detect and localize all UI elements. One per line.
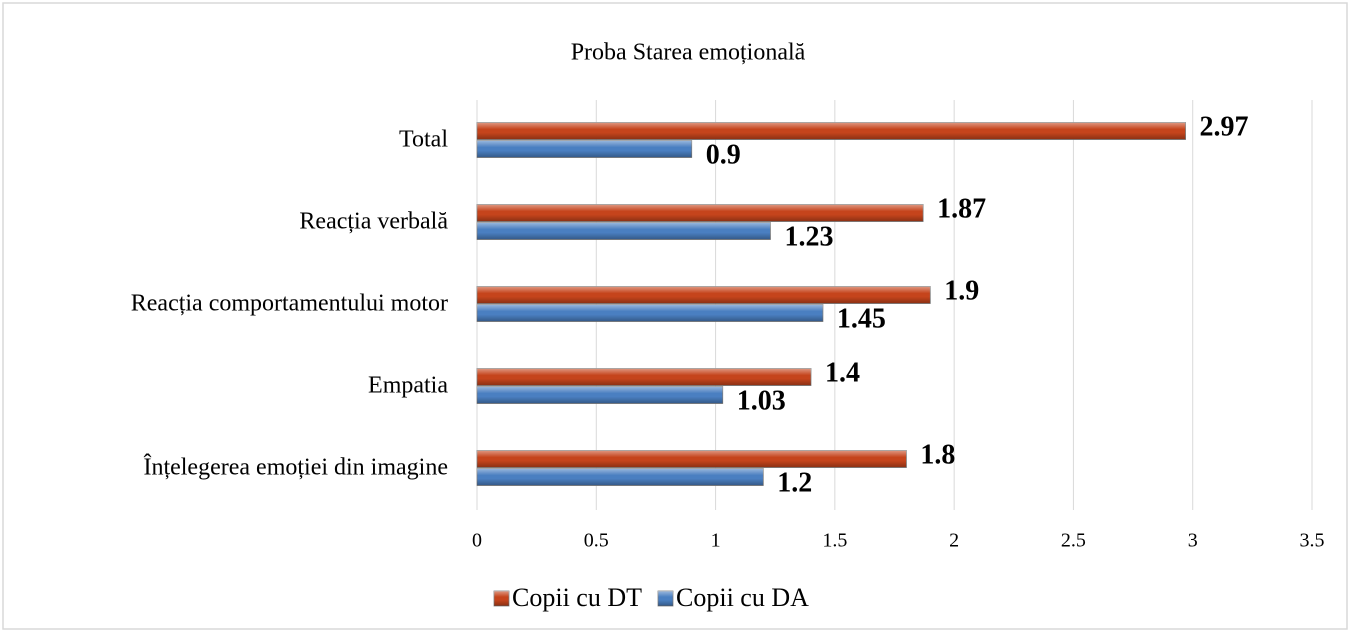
y-tick-label: Total bbox=[399, 127, 448, 153]
bar-shade bbox=[477, 140, 692, 158]
legend-label: Copii cu DA bbox=[676, 583, 809, 612]
x-tick-label: 0.5 bbox=[584, 530, 609, 552]
x-tick-label: 3.5 bbox=[1300, 530, 1325, 552]
legend-item: Copii cu DA bbox=[657, 583, 809, 612]
bar bbox=[476, 468, 764, 486]
chart-title: Proba Starea emoțională bbox=[571, 40, 806, 66]
bar-shade bbox=[477, 204, 924, 222]
data-label: 1.2 bbox=[777, 467, 812, 498]
legend-item: Copii cu DT bbox=[493, 583, 642, 612]
legend-swatch-shade bbox=[494, 591, 509, 606]
y-tick-label: Empatia bbox=[368, 373, 448, 399]
bar bbox=[476, 122, 1186, 140]
bar bbox=[476, 304, 824, 322]
bar bbox=[476, 286, 931, 304]
x-tick-label: 3 bbox=[1188, 530, 1198, 552]
bar-shade bbox=[477, 386, 723, 404]
y-tick-label: Reacția verbală bbox=[299, 209, 448, 235]
data-label: 1.87 bbox=[937, 193, 986, 224]
bar-shade bbox=[477, 222, 771, 240]
x-tick-label: 1 bbox=[711, 530, 721, 552]
bar-shade bbox=[477, 468, 764, 486]
data-label: 1.45 bbox=[837, 303, 886, 334]
legend-swatch-shade bbox=[658, 591, 673, 606]
y-tick-label: Reacția comportamentului motor bbox=[131, 291, 448, 317]
data-label: 1.9 bbox=[944, 275, 979, 306]
bar-shade bbox=[477, 368, 811, 386]
data-label: 2.97 bbox=[1200, 111, 1249, 142]
bar-shade bbox=[477, 450, 907, 468]
x-tick-label: 1.5 bbox=[822, 530, 847, 552]
bar bbox=[476, 140, 693, 158]
bar bbox=[476, 368, 812, 386]
data-label: 1.23 bbox=[784, 221, 833, 252]
data-label: 1.8 bbox=[920, 439, 955, 470]
bar bbox=[476, 204, 924, 222]
legend-label: Copii cu DT bbox=[512, 583, 642, 612]
bar bbox=[476, 450, 907, 468]
data-label: 0.9 bbox=[706, 139, 741, 170]
data-label: 1.03 bbox=[737, 385, 786, 416]
y-tick-label: Înțelegerea emoției din imagine bbox=[143, 455, 448, 481]
bar-shade bbox=[477, 286, 931, 304]
x-tick-label: 2.5 bbox=[1061, 530, 1086, 552]
x-tick-label: 0 bbox=[472, 530, 482, 552]
bar-shade bbox=[477, 304, 823, 322]
x-tick-label: 2 bbox=[949, 530, 959, 552]
bar bbox=[476, 222, 771, 240]
bar-shade bbox=[477, 122, 1186, 140]
data-label: 1.4 bbox=[825, 357, 860, 388]
bar bbox=[476, 386, 724, 404]
